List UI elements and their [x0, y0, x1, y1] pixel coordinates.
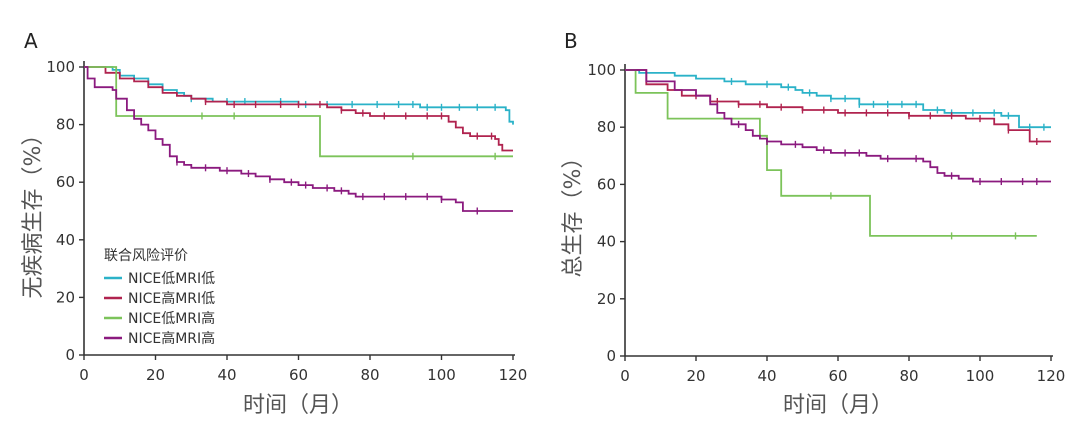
panel-b-y-axis-title: 总生存（%） — [561, 147, 586, 278]
panel-a-y-tick-label: 0 — [65, 346, 75, 364]
panel-b-x-tick-label: 120 — [1037, 367, 1066, 385]
panel-a-legend-title: 联合风险评价 — [104, 248, 188, 264]
panel-b-y-tick-label: 60 — [597, 175, 616, 193]
panel-b-y-tick-label: 100 — [587, 61, 616, 79]
panel-b-y-tick-label: 80 — [597, 118, 616, 136]
panel-b-series-4-line — [625, 69, 1051, 183]
panel-b-series-2-line — [625, 69, 1051, 143]
panel-b-overall-survival: B 总生存（%） 时间（月） 0 20 40 60 80 100 0 20 40 60 80 100 1… — [561, 29, 1065, 418]
panel-a-y-tick-label: 40 — [56, 231, 75, 249]
panel-b-x-tick-label: 60 — [828, 367, 847, 385]
panel-a-series-2-line — [84, 66, 513, 152]
panel-b-x-tick-label: 100 — [966, 367, 995, 385]
panel-a-x-tick-label: 120 — [499, 366, 528, 384]
panel-a-series-4-legend-label: NICE高MRI高 — [128, 330, 215, 347]
panel-a-x-tick-label: 80 — [360, 366, 379, 384]
panel-b-x-tick-label: 80 — [899, 367, 918, 385]
panel-a-x-tick-label: 60 — [289, 366, 308, 384]
panel-a-label: A — [24, 29, 38, 53]
panel-a-series-3-line — [84, 66, 513, 158]
panel-a-x-tick-label: 0 — [79, 366, 89, 384]
panel-a-series-4-line — [84, 66, 513, 212]
panel-a-disease-free-survival: A 无疾病生存（%） 时间（月） 联合风险评价 0 20 40 60 80 100 0 20 4… — [21, 29, 527, 418]
panel-b-y-tick-label: 20 — [597, 290, 616, 308]
panel-b-x-tick-label: 0 — [620, 367, 630, 385]
panel-a-series-2-legend-label: NICE高MRI低 — [128, 290, 215, 307]
panel-a-y-tick-label: 100 — [46, 58, 75, 76]
panel-b-series-3-line — [625, 69, 1037, 237]
panel-a-x-axis-title: 时间（月） — [243, 393, 353, 418]
panel-a-y-tick-label: 60 — [56, 173, 75, 191]
panel-a-series-1-legend-label: NICE低MRI低 — [128, 271, 215, 287]
panel-a-series-3-legend-label: NICE低MRI高 — [128, 310, 215, 327]
panel-b-x-tick-label: 20 — [686, 367, 705, 385]
panel-b-y-tick-label: 0 — [606, 347, 616, 365]
panel-b-label: B — [564, 29, 578, 53]
panel-b-x-axis-title: 时间（月） — [783, 393, 893, 418]
panel-a-y-tick-label: 20 — [56, 288, 75, 306]
panel-a-y-tick-label: 80 — [56, 116, 75, 134]
panel-a-x-tick-label: 40 — [217, 366, 236, 384]
panel-b-y-tick-label: 40 — [597, 233, 616, 251]
panel-a-x-tick-label: 100 — [427, 366, 456, 384]
panel-a-y-axis-title: 无疾病生存（%） — [21, 124, 46, 299]
panel-a-x-tick-label: 20 — [146, 366, 165, 384]
panel-b-x-tick-label: 40 — [757, 367, 776, 385]
